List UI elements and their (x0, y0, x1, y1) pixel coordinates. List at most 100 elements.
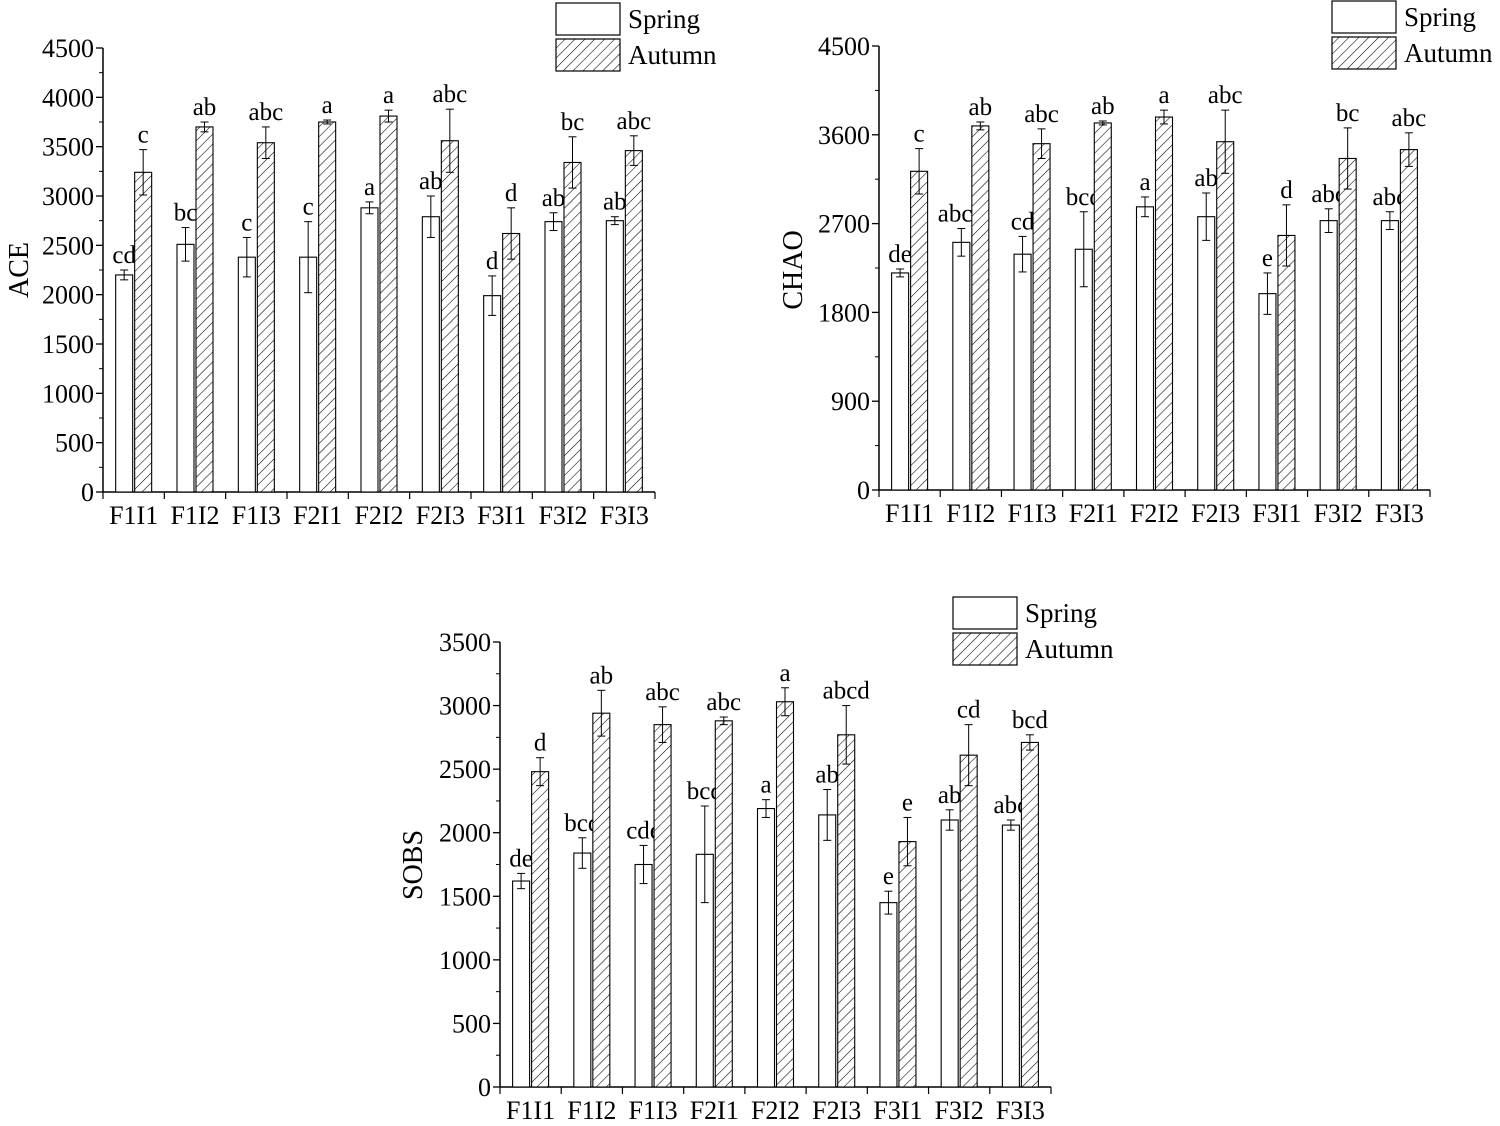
ace-significance-letter-autumn: abc (616, 108, 651, 135)
ace-significance-letter-autumn: a (322, 92, 333, 119)
ace-bar-spring (115, 274, 134, 493)
sobs-category-label: F3I3 (996, 1096, 1045, 1125)
chao-y-tick-label: 3600 (818, 121, 870, 150)
chao-category-label: F3I3 (1375, 499, 1424, 528)
sobs-legend-spring-swatch (952, 596, 1018, 630)
ace-y-tick-label: 1500 (42, 330, 94, 359)
sobs-category-label: F1I3 (628, 1096, 677, 1125)
chao-significance-letter-autumn: a (1158, 82, 1169, 109)
ace-bar-autumn (195, 126, 214, 493)
ace-legend-spring-swatch (555, 2, 621, 36)
sobs-legend-autumn-swatch (952, 632, 1018, 666)
ace-bar-spring (421, 216, 440, 493)
ace-category-label: F2I3 (416, 501, 465, 530)
sobs-category-label: F1I1 (506, 1096, 555, 1125)
chao-bar-spring (1197, 216, 1216, 491)
sobs-bar-autumn (959, 754, 978, 1088)
ace-y-tick-label: 3500 (42, 133, 94, 162)
sobs-legend-spring-label: Spring (1025, 598, 1097, 628)
chao-bar-autumn (1338, 157, 1357, 491)
chao-legend: Spring Autumn (1331, 0, 1493, 70)
sobs-bar-autumn (898, 841, 917, 1088)
chao-bar-spring (1319, 220, 1338, 491)
ace-category-label: F2I2 (354, 501, 403, 530)
chao-significance-letter-autumn: bc (1336, 100, 1360, 127)
chao-significance-letter-autumn: ab (969, 94, 993, 121)
chao-category-label: F1I1 (885, 499, 934, 528)
ace-category-label: F3I3 (600, 501, 649, 530)
sobs-significance-letter-spring: e (883, 863, 894, 890)
chao-y-tick-label: 2700 (818, 210, 870, 239)
chao-category-label: F2I3 (1191, 499, 1240, 528)
ace-significance-letter-autumn: c (138, 122, 149, 149)
sobs-bar-spring (940, 819, 959, 1088)
chao-significance-letter-spring: cd (1011, 208, 1035, 235)
chao-legend-autumn-label: Autumn (1404, 38, 1493, 68)
sobs-y-tick-label: 0 (478, 1073, 491, 1102)
sobs-bar-autumn (531, 771, 550, 1088)
chao-y-axis-title: CHAO (778, 230, 809, 309)
ace-significance-letter-autumn: abc (432, 81, 467, 108)
chao-y-tick-label: 0 (857, 476, 870, 505)
chao-category-label: F1I2 (946, 499, 995, 528)
ace-significance-letter-spring: ab (603, 189, 627, 216)
sobs-bar-spring (818, 814, 837, 1088)
chao-y-tick-label: 4500 (818, 32, 870, 61)
ace-significance-letter-spring: ab (419, 168, 443, 195)
ace-category-label: F1I3 (232, 501, 281, 530)
chao-significance-letter-autumn: abc (1024, 101, 1059, 128)
ace-legend-autumn-swatch (555, 38, 621, 72)
ace-bar-autumn (134, 171, 153, 493)
ace-chart-panel: ACE Spring Autumn 0 500 1000 1500 2000 2500 30… (4, 2, 717, 530)
ace-bar-autumn (624, 150, 643, 493)
sobs-bar-spring (879, 902, 898, 1088)
chao-legend-autumn-swatch (1331, 36, 1397, 70)
sobs-legend-autumn-label: Autumn (1025, 634, 1114, 664)
chao-significance-letter-spring: e (1262, 245, 1273, 272)
sobs-category-label: F3I2 (935, 1096, 984, 1125)
sobs-category-label: F2I1 (690, 1096, 739, 1125)
ace-bar-spring (237, 256, 256, 493)
sobs-bar-spring (512, 880, 531, 1088)
ace-bar-autumn (256, 142, 275, 493)
sobs-bar-spring (573, 852, 592, 1088)
chao-bar-spring (1135, 206, 1155, 491)
chao-significance-letter-autumn: d (1280, 177, 1293, 204)
chao-significance-letter-autumn: ab (1091, 93, 1115, 120)
sobs-bar-spring (634, 863, 653, 1088)
sobs-bar-spring (756, 808, 776, 1088)
ace-significance-letter-autumn: abc (248, 99, 283, 126)
chao-legend-spring-label: Spring (1404, 2, 1476, 32)
ace-bar-spring (483, 295, 502, 493)
chao-category-label: F1I3 (1007, 499, 1056, 528)
sobs-significance-letter-autumn: a (779, 660, 790, 687)
ace-significance-letter-autumn: a (383, 82, 394, 109)
chao-chart-panel: CHAO Spring Autumn 0 900 1800 2700 3600 4500 F… (778, 0, 1493, 528)
chao-legend-spring-swatch (1331, 0, 1397, 34)
ace-legend-autumn-label: Autumn (628, 40, 717, 70)
chao-significance-letter-autumn: abc (1208, 82, 1243, 109)
sobs-significance-letter-autumn: abc (706, 689, 741, 716)
ace-y-tick-label: 3000 (42, 182, 94, 211)
sobs-category-label: F2I2 (751, 1096, 800, 1125)
ace-bar-autumn (318, 121, 337, 493)
chao-bar-spring (1258, 293, 1277, 491)
sobs-significance-letter-autumn: abc (645, 679, 680, 706)
ace-significance-letter-autumn: d (505, 180, 518, 207)
ace-significance-letter-spring: c (241, 209, 252, 236)
ace-significance-letter-spring: d (486, 248, 499, 275)
chao-y-tick-label: 900 (831, 387, 870, 416)
sobs-bar-autumn (653, 724, 672, 1088)
ace-y-tick-label: 4500 (42, 34, 94, 63)
chao-significance-letter-spring: de (888, 241, 912, 268)
ace-legend: Spring Autumn (555, 2, 717, 72)
chao-significance-letter-spring: a (1139, 169, 1150, 196)
ace-significance-letter-spring: cd (112, 242, 136, 269)
chao-bar-autumn (1216, 141, 1235, 491)
sobs-significance-letter-spring: de (509, 845, 533, 872)
sobs-significance-letter-autumn: e (902, 789, 913, 816)
sobs-significance-letter-autumn: bcd (1012, 707, 1049, 734)
sobs-y-tick-label: 2500 (439, 755, 491, 784)
ace-bar-spring (544, 221, 563, 493)
